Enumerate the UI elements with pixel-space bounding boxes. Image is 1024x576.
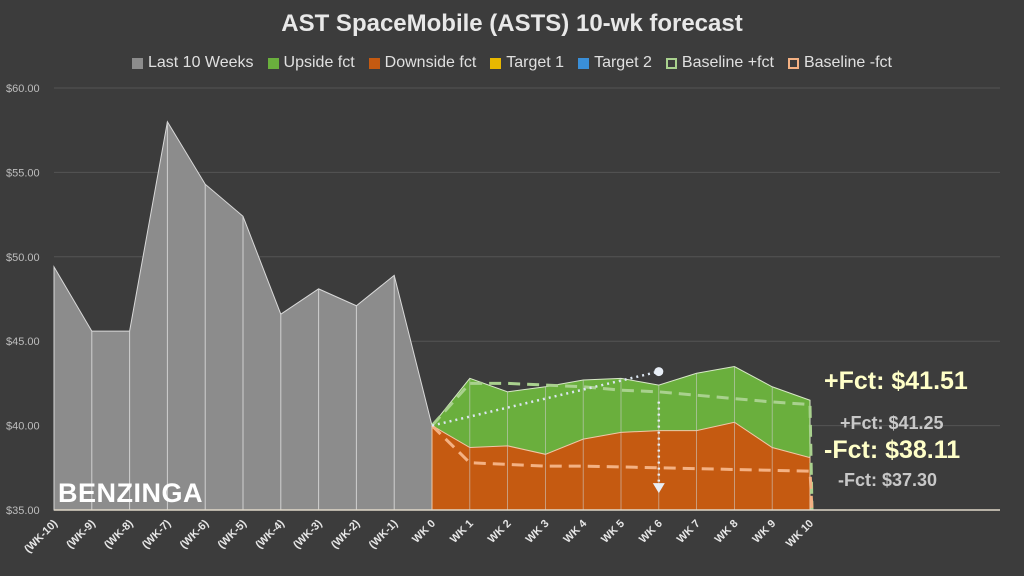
downside-forecast-label: -Fct: $38.11	[824, 436, 961, 464]
x-tick-label: WK 3	[524, 518, 552, 546]
x-tick-label: (WK-5)	[216, 517, 250, 551]
x-tick-label: WK 4	[561, 517, 590, 546]
legend-item: Baseline -fct	[787, 54, 892, 72]
legend-swatch	[267, 57, 279, 69]
legend-label: Downside fct	[384, 54, 477, 71]
legend-item: Target 1	[490, 54, 564, 72]
x-tick-label: WK 9	[750, 518, 778, 546]
legend-swatch	[578, 57, 590, 69]
x-tick-label: WK 7	[675, 518, 703, 546]
trend-endpoint	[654, 367, 664, 377]
x-tick-label: WK 5	[599, 518, 627, 546]
x-tick-label: (WK-6)	[178, 517, 212, 551]
legend-item: Target 2	[578, 54, 652, 72]
x-tick-label: (WK-7)	[140, 517, 174, 551]
chart-legend: Last 10 Weeks Upside fct Downside fct Targe…	[0, 54, 1024, 72]
chart-title: AST SpaceMobile (ASTS) 10-wk forecast	[281, 10, 743, 37]
x-tick-label: (WK-1)	[367, 517, 401, 551]
downside-baseline-label: -Fct: $37.30	[838, 470, 938, 490]
y-tick-label: $60.00	[6, 83, 40, 95]
x-tick-label: WK 0	[410, 518, 438, 546]
x-tick-label: (WK-9)	[64, 517, 98, 551]
y-tick-label: $45.00	[6, 336, 40, 348]
trend-arrowhead	[652, 483, 665, 494]
x-tick-label: WK 10	[784, 518, 816, 550]
legend-swatch	[131, 57, 143, 69]
legend-label: Target 1	[506, 54, 565, 71]
legend-label: Target 2	[594, 54, 652, 71]
legend-label: Baseline +fct	[681, 54, 774, 71]
legend-item: Downside fct	[368, 54, 477, 72]
baseline-upside-line	[430, 381, 814, 511]
y-tick-label: $50.00	[6, 252, 40, 264]
x-tick-label: WK 8	[713, 518, 741, 546]
x-tick-label: (WK-2)	[329, 517, 363, 551]
brand-logo: BENZINGA	[58, 478, 203, 508]
upside-baseline-label: +Fct: $41.25	[840, 413, 944, 433]
legend-item: Upside fct	[267, 54, 355, 72]
legend-label: Last 10 Weeks	[147, 54, 254, 71]
x-tick-label: (WK-3)	[291, 517, 325, 551]
x-tick-label: WK 6	[637, 518, 665, 546]
legend-swatch	[787, 57, 799, 69]
x-tick-label: (WK-10)	[22, 517, 60, 555]
x-tick-label: WK 2	[486, 518, 514, 546]
legend-label: Upside fct	[283, 54, 355, 71]
legend-swatch	[490, 57, 502, 69]
baseline-downside-line	[430, 424, 814, 511]
y-tick-label: $55.00	[6, 167, 40, 179]
legend-item: Baseline +fct	[665, 54, 774, 72]
upside-forecast-label: +Fct: $41.51	[824, 367, 968, 395]
y-tick-label: $35.00	[6, 505, 40, 517]
x-tick-label: WK 1	[448, 518, 476, 546]
legend-item: Last 10 Weeks	[131, 54, 254, 72]
legend-label: Baseline -fct	[803, 54, 892, 71]
y-tick-label: $40.00	[6, 421, 40, 433]
legend-swatch	[368, 57, 380, 69]
x-tick-label: (WK-8)	[102, 517, 136, 551]
legend-swatch	[665, 57, 677, 69]
x-tick-label: (WK-4)	[253, 517, 287, 551]
